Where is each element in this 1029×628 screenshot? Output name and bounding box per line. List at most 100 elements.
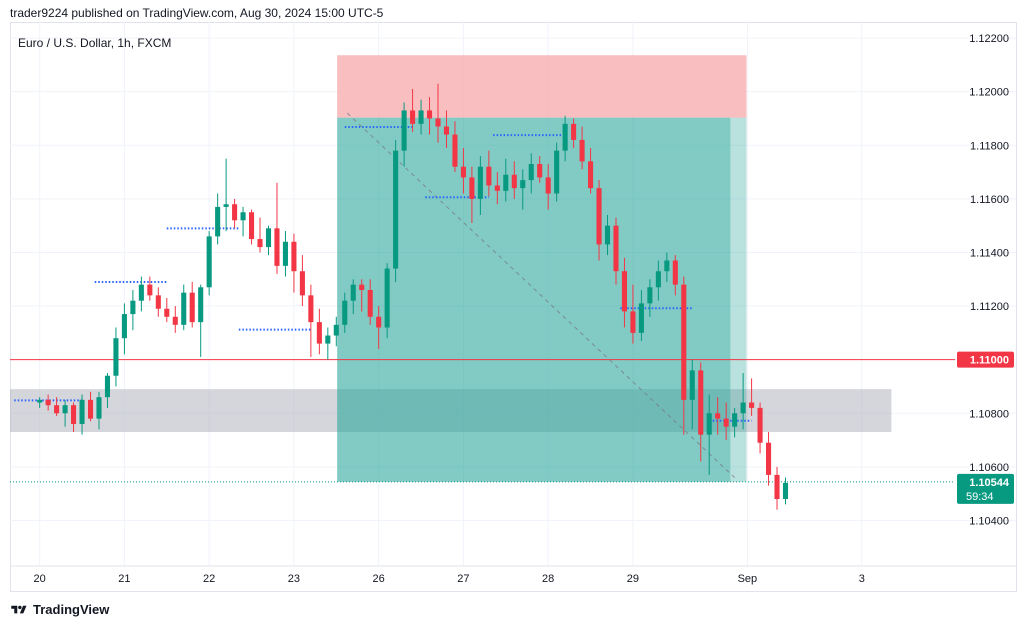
candle-body (715, 413, 721, 419)
candle-body (443, 126, 450, 135)
candle (189, 281, 195, 328)
candle (579, 126, 585, 170)
candle (232, 198, 238, 229)
candle (342, 292, 348, 333)
candle (71, 402, 77, 433)
candle (766, 432, 772, 486)
candle-body (376, 316, 382, 328)
key-level-label: 1.11000 (970, 355, 1009, 367)
candle (723, 402, 729, 441)
candle (562, 115, 568, 162)
candle-body (198, 287, 204, 323)
candle (672, 255, 678, 296)
candle (757, 402, 763, 454)
candle-body (367, 289, 373, 317)
candle (782, 477, 789, 505)
last-price-badge (957, 473, 1014, 504)
candle (198, 284, 204, 357)
candle-body (469, 177, 475, 199)
candle (410, 88, 416, 132)
last-price-label: 1.10544 (969, 477, 1010, 489)
price-tick-label: 1.10800 (969, 408, 1009, 420)
candle (655, 260, 661, 301)
chart-frame[interactable] (10, 22, 1017, 592)
candle (181, 284, 187, 331)
bar-countdown-label: 59:34 (966, 491, 994, 503)
candle-body (104, 375, 111, 398)
candle (308, 284, 314, 357)
candle (426, 97, 433, 135)
candle-body (732, 413, 738, 427)
candle (545, 164, 551, 210)
tradingview-brand-label: TradingView (33, 602, 110, 617)
candle-body (418, 110, 424, 124)
time-axis: 20 21 22 23 26 27 28 29 Sep 3 (10, 565, 1016, 585)
dotted-levels (14, 126, 752, 422)
candle-body (215, 206, 221, 237)
candle-body (588, 161, 594, 189)
time-tick-label: 20 (34, 573, 46, 585)
candle (316, 308, 322, 355)
candle (537, 155, 543, 183)
candle (393, 139, 399, 282)
candle (367, 279, 373, 325)
candle (630, 284, 636, 344)
candle (376, 306, 382, 349)
candle (588, 147, 594, 194)
candle (740, 373, 746, 430)
candle-body (62, 405, 68, 414)
time-tick-label: 28 (542, 573, 554, 585)
price-tick-label: 1.10600 (969, 462, 1009, 474)
trade-projection-line (346, 112, 735, 478)
candle (113, 327, 119, 387)
candle-body (689, 370, 695, 400)
price-tick-label: 1.11800 (970, 140, 1009, 152)
candle (325, 327, 331, 360)
stop-loss-zone (337, 55, 747, 118)
candle (443, 110, 450, 148)
candle (503, 158, 509, 202)
candle-body (282, 241, 288, 266)
candle-body (452, 134, 458, 167)
candle (45, 394, 51, 411)
price-axis: 1.12200 1.12000 1.11800 1.11600 1.11400 1.112… (957, 33, 1014, 527)
candle-body (435, 118, 441, 127)
candle-body (571, 123, 577, 140)
drawing-zones (10, 55, 955, 483)
candle (130, 289, 136, 331)
candle-body (647, 287, 653, 304)
candle-body (621, 271, 628, 312)
candle-body (384, 268, 390, 328)
candle (155, 287, 161, 317)
candle (215, 193, 221, 245)
candle-body (316, 322, 322, 344)
candle (359, 279, 365, 312)
candle-body (401, 110, 407, 151)
candle-body (604, 225, 611, 245)
candle-body (308, 295, 314, 323)
candle (37, 397, 43, 408)
candle (147, 276, 153, 301)
time-tick-label: Sep (738, 573, 758, 585)
price-tick-label: 1.10400 (969, 515, 1009, 527)
candle-body (274, 228, 280, 266)
candle-body (37, 399, 43, 403)
candle-body (87, 399, 94, 419)
tradingview-brand[interactable]: TradingView (10, 602, 109, 617)
candle (638, 289, 644, 341)
candle-body (138, 284, 144, 301)
candle (494, 172, 500, 205)
candle-body (554, 150, 560, 194)
candle (689, 359, 695, 430)
candle-body (206, 236, 212, 288)
candle-body (596, 188, 602, 245)
candle (249, 209, 255, 245)
candle (206, 231, 212, 296)
price-tick-label: 1.12200 (969, 33, 1009, 45)
candle-body (257, 239, 263, 248)
candle (282, 231, 288, 277)
candle-body (545, 177, 551, 194)
candle (299, 255, 305, 307)
candle-body (223, 204, 229, 207)
